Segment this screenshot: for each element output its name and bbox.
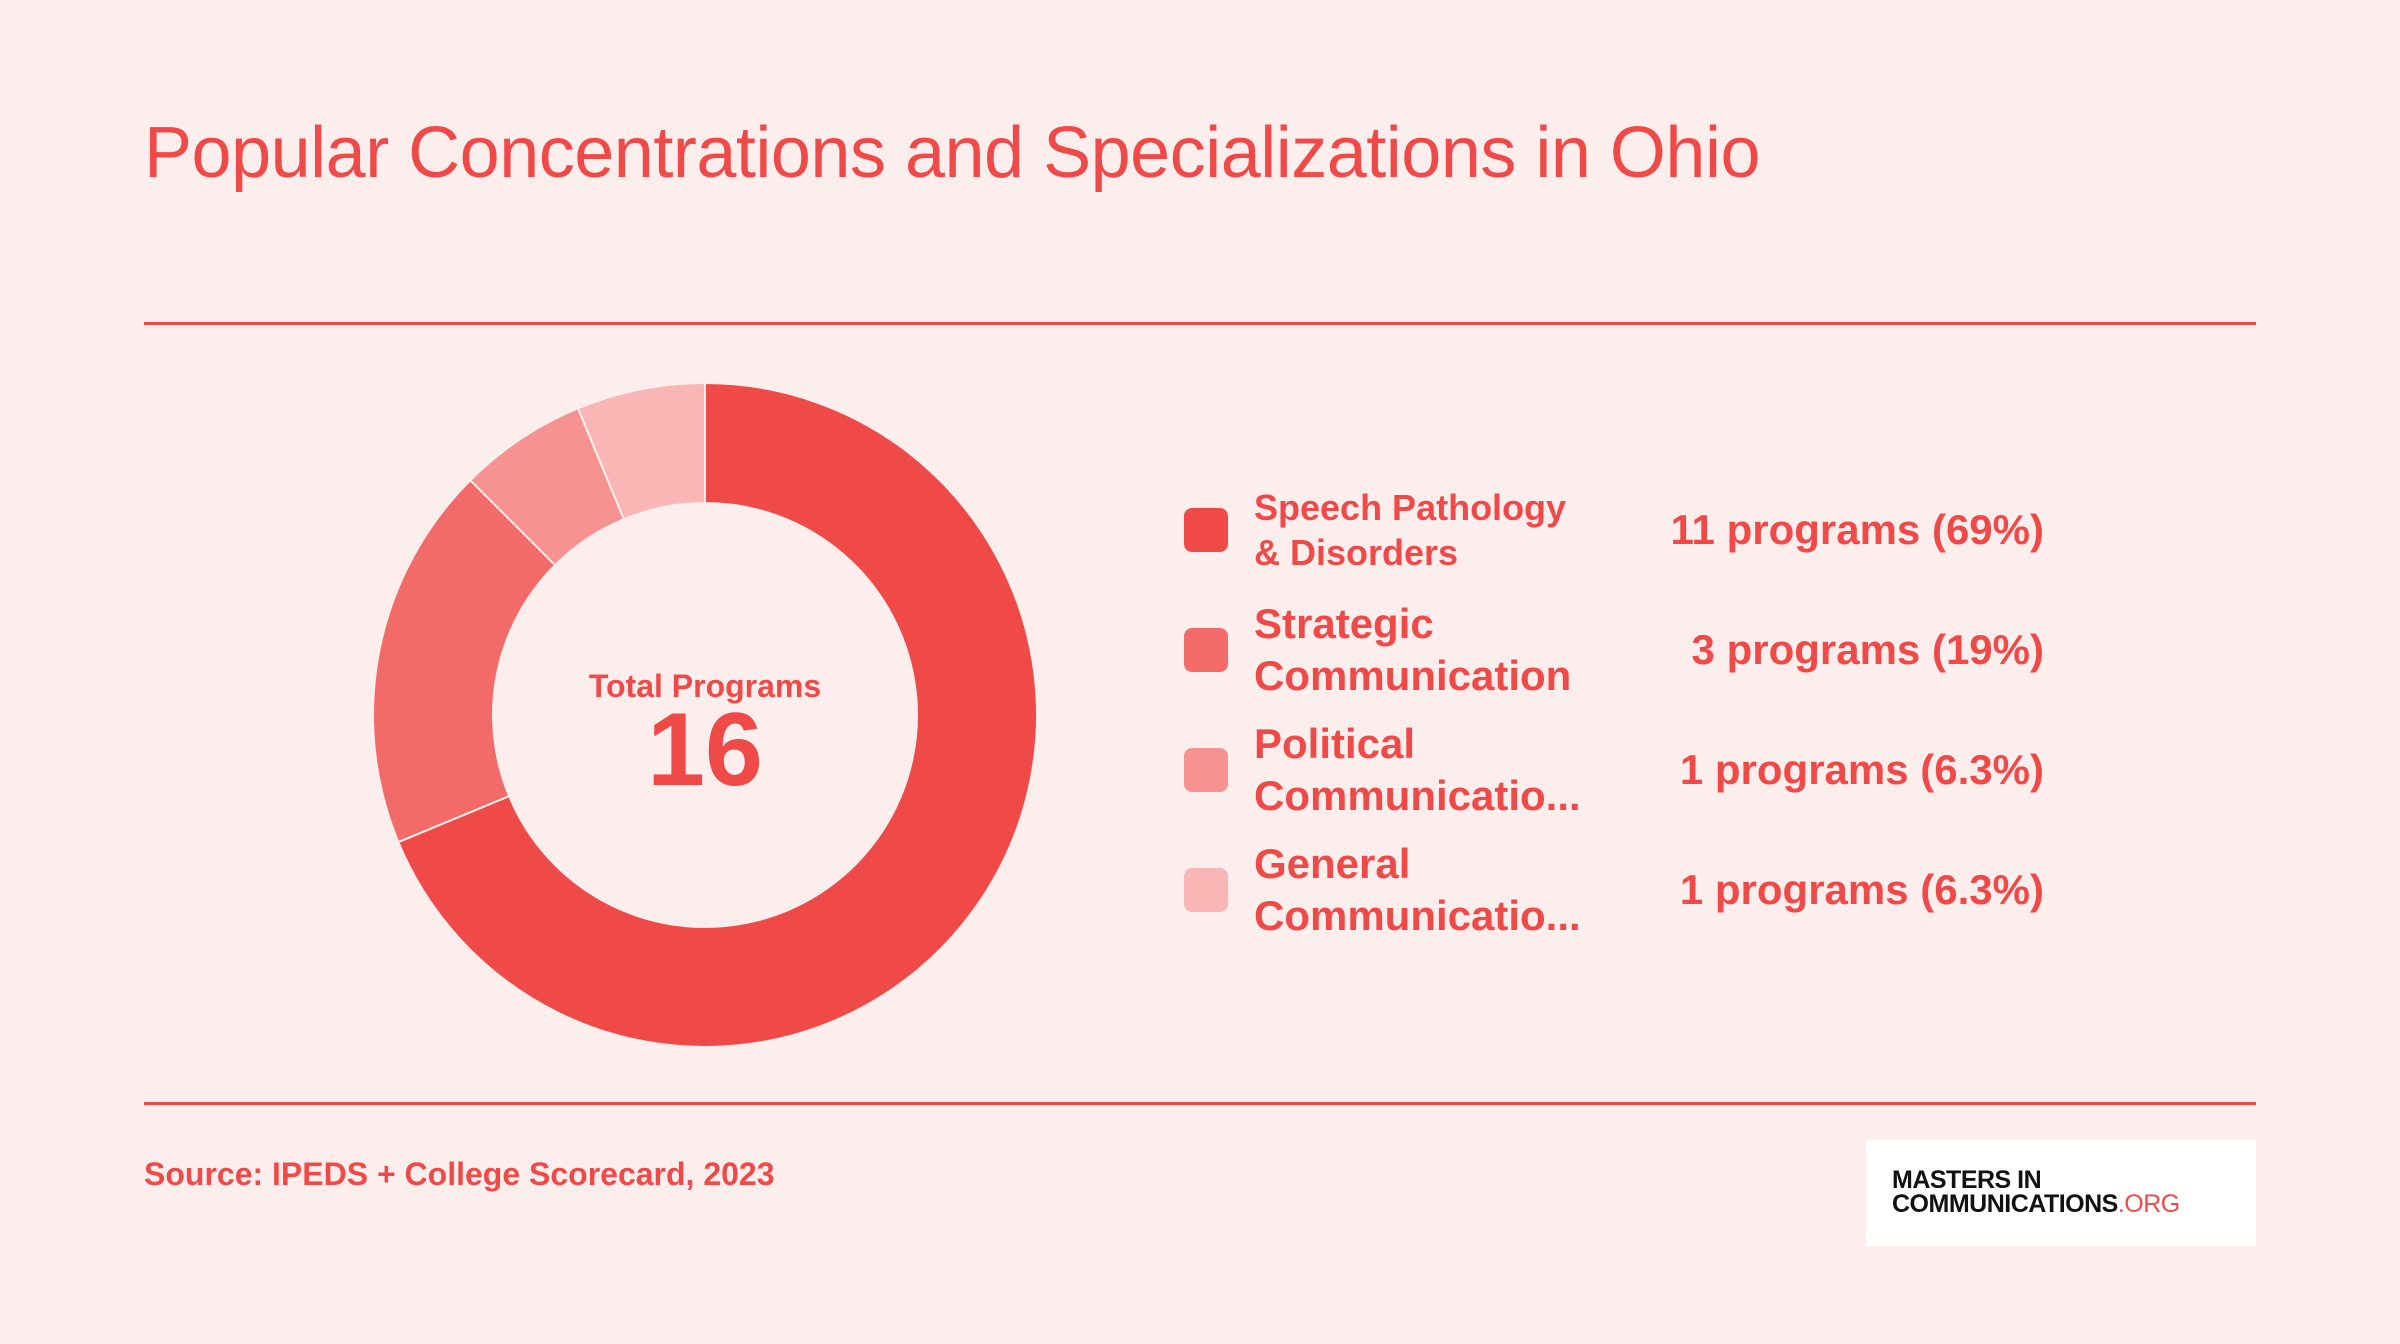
legend: Speech Pathology & Disorders 11 programs… — [1184, 470, 2044, 950]
center-value: 16 — [647, 692, 763, 808]
logo-main: COMMUNICATIONS — [1892, 1190, 2118, 1218]
legend-swatch — [1184, 628, 1228, 672]
legend-swatch — [1184, 748, 1228, 792]
legend-value: 11 programs (69%) — [1670, 506, 2045, 553]
chart-title: Popular Concentrations and Specializatio… — [144, 113, 1761, 193]
legend-swatch — [1184, 508, 1228, 552]
legend-label: General Communicatio... — [1254, 839, 1581, 940]
legend-label: Strategic Communication — [1254, 599, 1572, 700]
legend-label: Speech Pathology & Disorders — [1254, 487, 1567, 573]
donut-chart — [372, 381, 1038, 1048]
legend-item: Strategic Communication 3 programs (19%) — [1184, 590, 2044, 710]
legend-item: General Communicatio... 1 programs (6.3%… — [1184, 830, 2044, 950]
donut-slice-4 — [576, 381, 706, 521]
source-note: Source: IPEDS + College Scorecard, 2023 — [144, 1156, 775, 1192]
brand-logo: MASTERS IN COMMUNICATIONS.ORG — [1866, 1140, 2256, 1246]
legend-item: Political Communicatio... 1 programs (6.… — [1184, 710, 2044, 830]
logo-line2: COMMUNICATIONS.ORG — [1892, 1190, 2180, 1219]
logo-accent: .ORG — [2117, 1190, 2180, 1218]
legend-value: 3 programs (19%) — [1691, 626, 2044, 673]
legend-value: 1 programs (6.3%) — [1679, 746, 2044, 793]
donut-slice-2 — [372, 478, 557, 844]
top-divider — [144, 322, 2256, 325]
legend-value: 1 programs (6.3%) — [1679, 866, 2044, 913]
donut-slice-1 — [396, 381, 1038, 1048]
center-label: Total Programs — [588, 668, 822, 704]
legend-swatch — [1184, 868, 1228, 912]
legend-item: Speech Pathology & Disorders 11 programs… — [1184, 470, 2044, 590]
bottom-divider — [144, 1102, 2256, 1105]
logo-line1: MASTERS IN — [1892, 1166, 2042, 1194]
legend-label: Political Communicatio... — [1254, 719, 1581, 820]
